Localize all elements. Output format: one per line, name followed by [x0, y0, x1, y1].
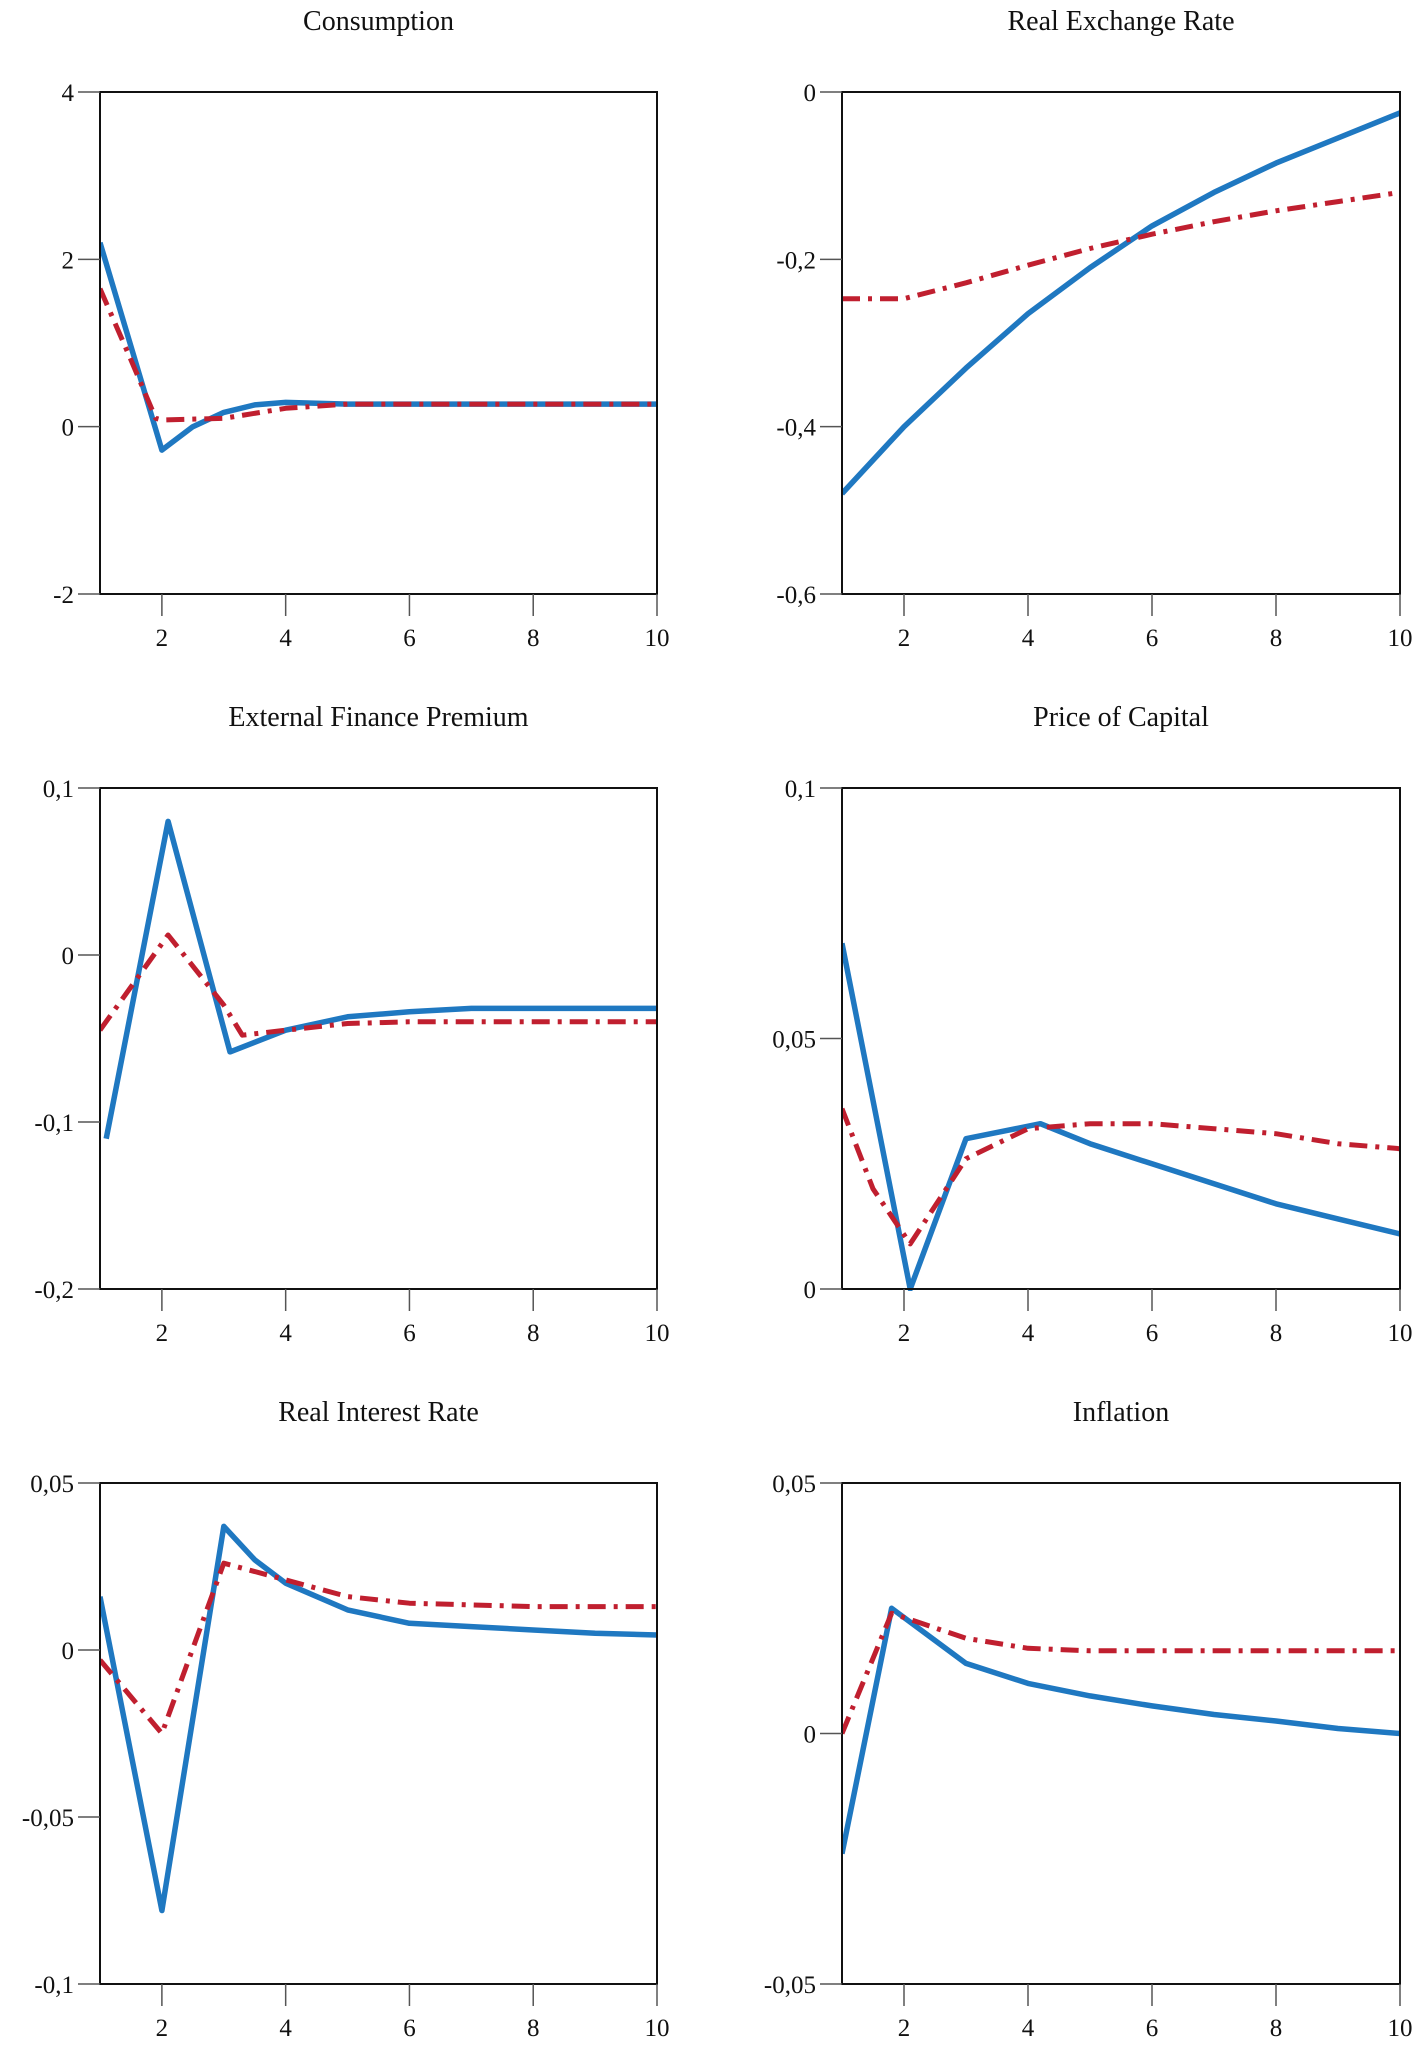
dashdot-series-line	[842, 1610, 1400, 1735]
x-tick-label: 4	[1022, 1320, 1035, 1347]
dashdot-series-line	[100, 1560, 657, 1736]
x-tick-label: 10	[1388, 1320, 1413, 1347]
y-tick-label: 4	[62, 80, 75, 107]
panel-1: Consumption -2 0 2 4 2 4 6 8 10	[53, 6, 669, 652]
x-tick-label: 4	[279, 625, 292, 652]
y-tick-label: 0	[62, 415, 75, 442]
panel-title: Price of Capital	[1033, 702, 1209, 733]
y-tick-label: 0	[62, 1638, 75, 1665]
x-tick-label: 8	[527, 625, 540, 652]
y-tick-label: 0,05	[30, 1471, 74, 1498]
y-tick-label: 0,05	[772, 1471, 816, 1498]
plot-frame	[99, 787, 658, 1290]
y-tick-label: 0,1	[785, 776, 816, 803]
x-tick-label: 6	[403, 625, 416, 652]
solid-series-line	[842, 942, 1400, 1291]
y-tick-label: -0,1	[34, 1972, 74, 1999]
plot-frame	[841, 1482, 1401, 1985]
y-tick-label: -0,4	[776, 415, 816, 442]
x-tick-label: 8	[1270, 1320, 1283, 1347]
x-tick-label: 10	[645, 1320, 670, 1347]
plot-frame	[841, 91, 1401, 595]
y-tick-label: -2	[53, 582, 74, 609]
x-tick-label: 10	[645, 2015, 670, 2042]
panel-title: External Finance Premium	[228, 702, 528, 733]
panel-3: External Finance Premium -0,2 -0,1 0 0,1 2 4 6 8…	[34, 702, 669, 1347]
x-tick-label: 6	[403, 2015, 416, 2042]
x-tick-label: 10	[1388, 2015, 1413, 2042]
y-tick-label: -0,2	[34, 1277, 74, 1304]
dashdot-series-line	[842, 1107, 1400, 1247]
x-tick-label: 10	[1388, 625, 1413, 652]
panel-title: Consumption	[303, 6, 454, 37]
x-tick-label: 4	[279, 2015, 292, 2042]
solid-series-line	[842, 110, 1400, 496]
y-tick-label: 0,1	[43, 776, 74, 803]
panel-2: Real Exchange Rate -0,6 -0,4 -0,2 0 2 4 6 8 10	[776, 6, 1412, 652]
solid-series-line	[100, 1523, 657, 1914]
x-tick-label: 8	[1270, 625, 1283, 652]
x-tick-label: 2	[898, 625, 911, 652]
y-tick-label: 0	[62, 943, 75, 970]
y-tick-label: -0,05	[764, 1972, 816, 1999]
x-tick-label: 4	[279, 1320, 292, 1347]
y-tick-label: 0	[804, 80, 817, 107]
x-tick-label: 8	[527, 1320, 540, 1347]
x-tick-label: 10	[645, 625, 670, 652]
y-tick-label: 0,05	[772, 1027, 816, 1054]
dashdot-series-line	[100, 287, 657, 423]
plot-frame	[99, 1482, 658, 1985]
solid-series-line	[842, 1605, 1400, 1855]
x-tick-label: 2	[156, 625, 169, 652]
x-tick-label: 4	[1022, 625, 1035, 652]
x-tick-label: 6	[1146, 625, 1159, 652]
panel-4: Price of Capital 0 0,05 0,1 2 4 6 8 10	[772, 702, 1412, 1347]
panel-title: Real Exchange Rate	[1007, 6, 1234, 37]
y-tick-label: -0,05	[22, 1805, 74, 1832]
y-tick-label: 0	[804, 1277, 817, 1304]
solid-series-line	[103, 818, 657, 1140]
x-tick-label: 6	[403, 1320, 416, 1347]
x-tick-label: 2	[898, 1320, 911, 1347]
x-tick-label: 2	[156, 2015, 169, 2042]
x-tick-label: 2	[156, 1320, 169, 1347]
panel-title: Real Interest Rate	[278, 1397, 479, 1428]
panel-6: Inflation -0,05 0 0,05 2 4 6 8 10	[764, 1397, 1413, 2042]
y-tick-label: -0,2	[776, 247, 816, 274]
y-tick-label: -0,6	[776, 582, 816, 609]
dashdot-series-line	[100, 932, 657, 1038]
x-tick-label: 6	[1146, 2015, 1159, 2042]
x-tick-label: 4	[1022, 2015, 1035, 2042]
x-tick-label: 8	[527, 2015, 540, 2042]
panel-5: Real Interest Rate -0,1 -0,05 0 0,05 2 4 6 8 10	[22, 1397, 670, 2042]
y-tick-label: 2	[62, 247, 75, 274]
plot-frame	[99, 91, 658, 595]
x-tick-label: 2	[898, 2015, 911, 2042]
y-tick-label: -0,1	[34, 1110, 74, 1137]
y-tick-label: 0	[804, 1722, 817, 1749]
x-tick-label: 8	[1270, 2015, 1283, 2042]
x-tick-label: 6	[1146, 1320, 1159, 1347]
solid-series-line	[100, 241, 657, 453]
panel-title: Inflation	[1073, 1397, 1169, 1428]
